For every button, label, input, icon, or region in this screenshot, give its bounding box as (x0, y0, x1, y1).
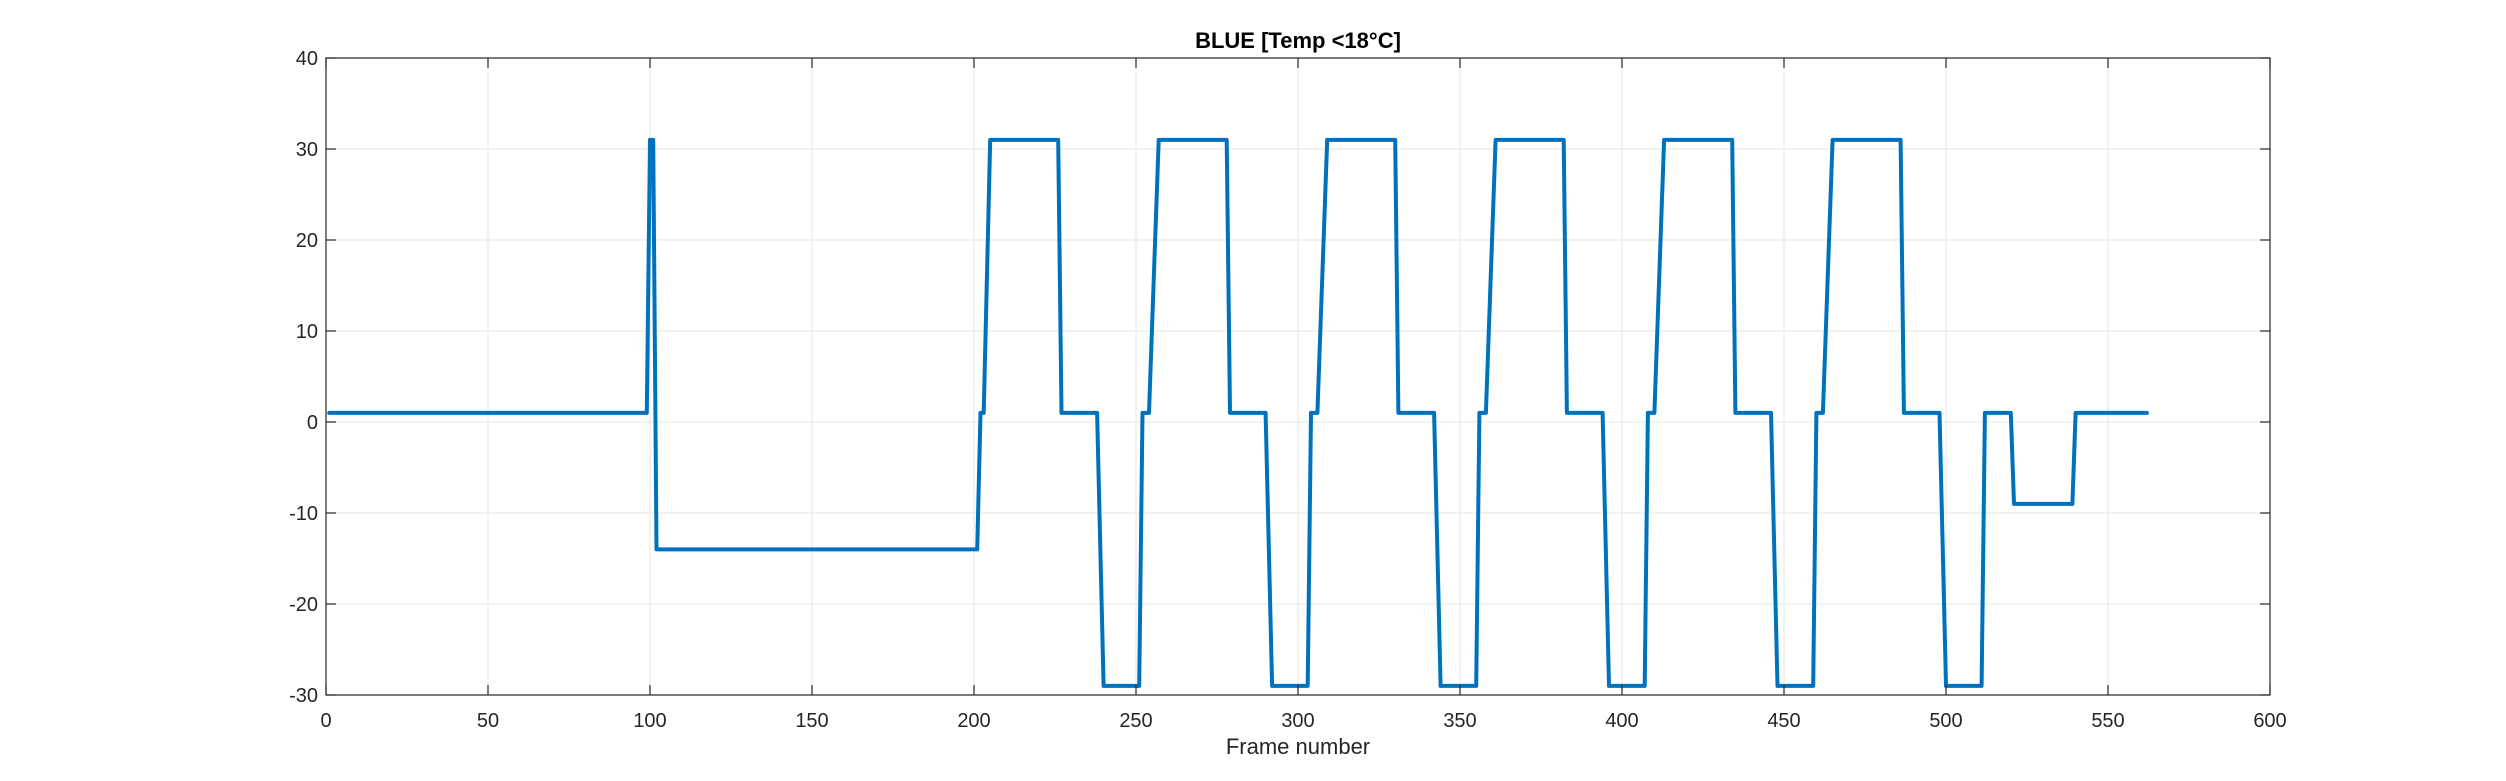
y-tick-label: -10 (289, 503, 318, 525)
x-tick-label: 200 (957, 710, 990, 732)
x-tick-label: 50 (477, 710, 499, 732)
x-tick-label: 500 (1929, 710, 1962, 732)
axes (325, 57, 2271, 696)
series-line (327, 137, 2149, 688)
y-tick-label: 0 (307, 412, 318, 434)
x-tick-label: 350 (1443, 710, 1476, 732)
tick-labels: 0 50 100 150 200 250 300 350 400 450 500 550 600-30-… (289, 48, 2287, 732)
y-tick-label: -20 (289, 594, 318, 616)
x-tick-label: 550 (2091, 710, 2124, 732)
x-tick-label: 250 (1119, 710, 1152, 732)
x-axis-label: Frame number (1226, 734, 1370, 759)
y-tick-label: 30 (296, 139, 318, 161)
y-tick-label: 40 (296, 48, 318, 70)
x-tick-label: 100 (633, 710, 666, 732)
x-tick-label: 400 (1605, 710, 1638, 732)
x-tick-label: 150 (795, 710, 828, 732)
x-tick-label: 600 (2253, 710, 2286, 732)
series-group (327, 137, 2149, 688)
y-tick-label: -30 (289, 685, 318, 707)
x-tick-label: 300 (1281, 710, 1314, 732)
y-tick-label: 20 (296, 230, 318, 252)
y-tick-label: 10 (296, 321, 318, 343)
x-tick-label: 450 (1767, 710, 1800, 732)
x-tick-label: 0 (320, 710, 331, 732)
chart-title: BLUE [Temp <18°C] (1195, 28, 1401, 53)
